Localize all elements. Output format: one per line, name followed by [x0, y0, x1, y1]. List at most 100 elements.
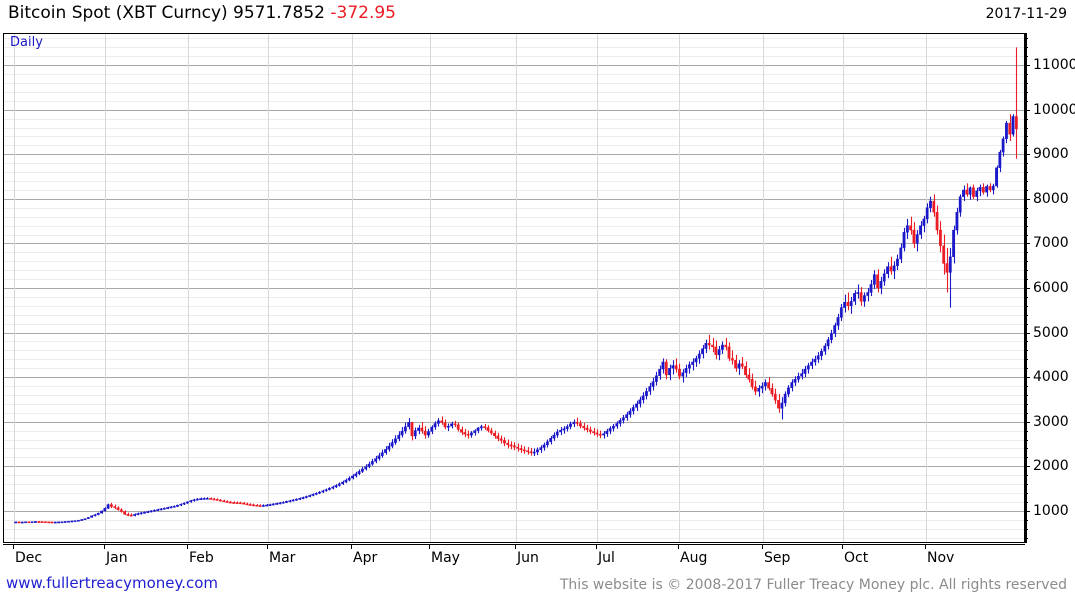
instrument-title: Bitcoin Spot (XBT Curncy) 9571.7852: [8, 3, 325, 23]
price-tick-minor: [1025, 74, 1028, 76]
price-tick-minor: [1025, 270, 1028, 272]
price-tick-minor: [1025, 252, 1028, 254]
chart-date: 2017-11-29: [985, 6, 1067, 22]
copyright-notice: This website is © 2008-2017 Fuller Treac…: [559, 577, 1067, 593]
price-tick-minor: [1025, 314, 1028, 316]
price-tick-label: 4000: [1033, 369, 1069, 386]
price-tick-minor: [1025, 296, 1028, 298]
price-tick-major: [1025, 377, 1030, 379]
price-tick-minor: [1025, 163, 1028, 165]
price-tick-label: 2000: [1033, 458, 1069, 475]
date-axis: Dec Jan Feb Mar Apr May Jun Jul Aug Sep Oct Nov: [3, 544, 1025, 570]
date-tick: [13, 544, 14, 549]
date-tick-label: Nov: [927, 550, 955, 566]
date-tick-label: Feb: [189, 550, 214, 566]
price-tick-minor: [1025, 537, 1028, 539]
price-tick-minor: [1025, 412, 1028, 414]
date-tick: [104, 544, 105, 549]
price-tick-minor: [1025, 492, 1028, 494]
price-tick-major: [1025, 65, 1030, 67]
price-tick-minor: [1025, 207, 1028, 209]
price-tick-label: 11000: [1033, 57, 1075, 74]
price-tick-label: 10000: [1033, 101, 1075, 118]
price-tick-minor: [1025, 484, 1028, 486]
price-tick-minor: [1025, 216, 1028, 218]
date-tick-label: Mar: [269, 550, 296, 566]
price-tick-minor: [1025, 91, 1028, 93]
price-tick-major: [1025, 243, 1030, 245]
candlestick-svg: [4, 34, 1024, 542]
date-tick-label: Jul: [598, 550, 615, 566]
date-tick-label: Sep: [764, 550, 791, 566]
price-tick-minor: [1025, 394, 1028, 396]
price-tick-minor: [1025, 386, 1028, 388]
date-tick: [842, 544, 843, 549]
interval-label: Daily: [10, 35, 43, 50]
price-tick-minor: [1025, 136, 1028, 138]
price-tick-minor: [1025, 359, 1028, 361]
price-tick-minor: [1025, 47, 1028, 49]
price-tick-major: [1025, 109, 1030, 111]
price-tick-minor: [1025, 118, 1028, 120]
date-tick: [267, 544, 268, 549]
chart-plot-frame[interactable]: Daily: [3, 33, 1025, 543]
price-tick-label: 1000: [1033, 502, 1069, 519]
date-tick-label: Jun: [517, 550, 539, 566]
price-tick-major: [1025, 466, 1030, 468]
price-tick-minor: [1025, 56, 1028, 58]
price-tick-major: [1025, 288, 1030, 289]
date-tick-label: Jan: [106, 550, 128, 566]
price-tick-major: [1025, 421, 1030, 423]
price-tick-minor: [1025, 501, 1028, 503]
price-tick-minor: [1025, 403, 1028, 405]
price-tick-minor: [1025, 528, 1028, 530]
price-tick-minor: [1025, 368, 1028, 370]
price-tick-minor: [1025, 38, 1028, 40]
price-tick-major: [1025, 198, 1030, 200]
date-tick: [351, 544, 352, 549]
price-tick-minor: [1025, 261, 1028, 263]
price-tick-label: 3000: [1033, 413, 1069, 430]
date-tick: [596, 544, 597, 549]
price-tick-minor: [1025, 172, 1028, 174]
date-tick-label: Oct: [844, 550, 869, 566]
date-axis-line: [3, 544, 1025, 545]
date-tick: [429, 544, 430, 549]
date-tick: [925, 544, 926, 549]
date-tick-label: Aug: [680, 550, 708, 566]
price-tick-label: 7000: [1033, 235, 1069, 252]
price-tick-minor: [1025, 189, 1028, 191]
price-tick-minor: [1025, 323, 1028, 325]
price-tick-major: [1025, 154, 1030, 156]
page-title: Bitcoin Spot (XBT Curncy) 9571.7852 -372…: [8, 2, 396, 24]
price-tick-minor: [1025, 305, 1028, 307]
price-tick-minor: [1025, 127, 1028, 129]
price-tick-label: 6000: [1033, 280, 1069, 296]
price-tick-label: 5000: [1033, 324, 1069, 341]
price-tick-major: [1025, 332, 1030, 334]
candlestick-plot[interactable]: [4, 34, 1024, 542]
price-tick-minor: [1025, 448, 1028, 450]
date-tick: [762, 544, 763, 549]
date-tick: [515, 544, 516, 549]
chart-header: Bitcoin Spot (XBT Curncy) 9571.7852 -372…: [0, 0, 1075, 28]
price-tick-minor: [1025, 475, 1028, 477]
price-tick-minor: [1025, 100, 1028, 102]
price-tick-minor: [1025, 439, 1028, 441]
price-tick-minor: [1025, 145, 1028, 147]
date-tick-label: May: [431, 550, 460, 566]
site-url[interactable]: www.fullertreacymoney.com: [6, 574, 219, 592]
price-axis: 1000 2000 3000 4000 5000 6000 7000 8000 9000 1000…: [1025, 33, 1075, 545]
date-tick-label: Apr: [353, 550, 378, 566]
price-tick-minor: [1025, 341, 1028, 343]
price-tick-minor: [1025, 181, 1028, 183]
date-tick-label: Dec: [15, 550, 43, 566]
date-tick: [678, 544, 679, 549]
price-tick-minor: [1025, 234, 1028, 236]
price-tick-minor: [1025, 350, 1028, 352]
price-tick-minor: [1025, 83, 1028, 85]
date-tick: [187, 544, 188, 549]
price-tick-minor: [1025, 279, 1028, 281]
price-tick-minor: [1025, 225, 1028, 227]
